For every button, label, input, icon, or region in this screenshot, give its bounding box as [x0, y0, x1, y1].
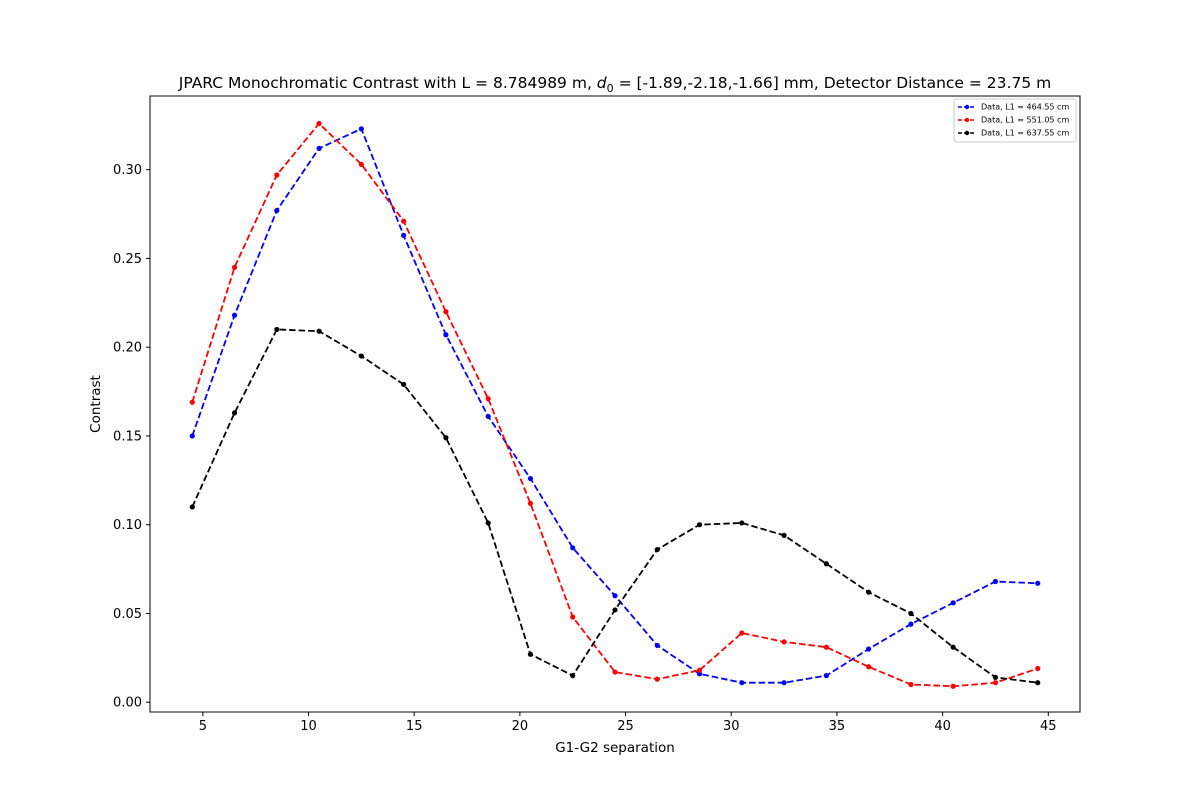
- legend: Data, L1 = 464.55 cm Data, L1 = 551.05 cm…: [953, 98, 1077, 143]
- x-tick-label: 5: [199, 719, 207, 734]
- series-3-point: [231, 410, 238, 416]
- series-1-point: [992, 578, 999, 585]
- y-axis-ticks: 0.00 0.05 0.10 0.15 0.20 0.25 0.30: [113, 163, 150, 711]
- x-tick-label: 45: [1040, 719, 1057, 734]
- legend-marker-2: [964, 117, 970, 123]
- series-3-point: [401, 381, 407, 388]
- series-2-point: [823, 644, 829, 650]
- series-3-point: [696, 522, 703, 528]
- series-3-point: [612, 607, 618, 613]
- series-2-point: [908, 681, 914, 688]
- series-1-point: [316, 145, 322, 151]
- series-2-point: [570, 614, 576, 620]
- series-1-point: [231, 312, 238, 318]
- series-2-point: [612, 669, 618, 675]
- series-2-point: [527, 500, 534, 507]
- series-3-point: [739, 520, 745, 526]
- chart-title-d-symbol: d: [597, 74, 607, 92]
- x-tick-label: 10: [300, 719, 317, 734]
- plot-area: [189, 120, 1041, 689]
- series-1-point: [866, 646, 872, 652]
- series-3-point: [1035, 680, 1041, 686]
- series-3-point: [908, 610, 914, 617]
- series-3-point: [781, 532, 787, 538]
- series-3-point: [950, 644, 956, 650]
- series-3-point: [654, 546, 660, 553]
- x-tick-label: 35: [829, 719, 846, 734]
- series-3-point: [274, 326, 280, 333]
- series-2-point: [401, 218, 407, 224]
- series-1-point: [358, 126, 364, 132]
- series-1-point: [612, 593, 618, 599]
- legend-label-2: Data, L1 = 551.05 cm: [981, 116, 1069, 125]
- series-1-point: [527, 475, 534, 482]
- series-3-point: [485, 520, 491, 526]
- series-2-point: [950, 683, 956, 689]
- legend-marker-3: [964, 130, 970, 136]
- series-2-point: [866, 664, 872, 670]
- series-2-point: [485, 396, 491, 402]
- x-tick-label: 20: [512, 719, 529, 734]
- x-tick-label: 30: [723, 719, 740, 734]
- series-1-point: [485, 413, 491, 420]
- series-3-point: [316, 328, 322, 334]
- series-2-point: [739, 630, 745, 636]
- y-axis-label: Contrast: [88, 375, 104, 433]
- x-axis-label: G1-G2 separation: [555, 740, 675, 756]
- chart-title-d-subscript: 0: [607, 82, 614, 95]
- series-2-point: [781, 639, 787, 645]
- series-2-point: [358, 161, 364, 167]
- series-3-point: [443, 435, 449, 441]
- legend-box: [953, 98, 1077, 143]
- series-3-point: [358, 353, 364, 359]
- y-tick-label: 0.00: [113, 696, 142, 711]
- chart-title: JPARC Monochromatic Contrast with L = 8.…: [178, 74, 1051, 95]
- chart-title-part-2: = [-1.89,-2.18,-1.66] mm, Detector Dista…: [614, 74, 1052, 92]
- series-2-point: [696, 667, 703, 673]
- series-1-point: [1035, 580, 1041, 586]
- series-3-point: [866, 589, 872, 595]
- x-tick-label: 15: [406, 719, 423, 734]
- series-3-point: [823, 561, 829, 567]
- series-2-point: [654, 676, 660, 682]
- x-tick-label: 25: [617, 719, 634, 734]
- series-1-point: [189, 433, 195, 439]
- series-3-point: [570, 673, 576, 679]
- x-axis-ticks: 5 10 15 20 25 30 35 40 45: [199, 712, 1057, 734]
- y-tick-label: 0.25: [113, 252, 142, 267]
- y-tick-label: 0.15: [113, 429, 142, 444]
- axes-frame: [149, 95, 1081, 713]
- series-2-point: [189, 399, 195, 405]
- series-2-point: [231, 264, 238, 270]
- series-1-point: [570, 545, 576, 551]
- series-2-point: [316, 120, 322, 127]
- y-tick-label: 0.30: [113, 163, 142, 178]
- series-1-point: [274, 207, 280, 214]
- series-1-point: [654, 642, 660, 649]
- series-1-point: [908, 621, 914, 627]
- series-1-point: [950, 600, 956, 606]
- series-1-point: [739, 680, 745, 686]
- y-tick-label: 0.20: [113, 341, 142, 356]
- y-tick-label: 0.10: [113, 518, 142, 533]
- series-2-point: [443, 309, 449, 315]
- series-1-point: [401, 232, 407, 238]
- y-tick-label: 0.05: [113, 607, 142, 622]
- x-tick-label: 40: [934, 719, 951, 734]
- series-3-point: [189, 504, 195, 510]
- series-2-point: [1035, 665, 1041, 672]
- series-1-point: [823, 673, 829, 679]
- series-1-point: [443, 332, 449, 338]
- series-1-point: [781, 680, 787, 686]
- series-3-point: [527, 651, 534, 657]
- legend-label-1: Data, L1 = 464.55 cm: [981, 103, 1069, 112]
- legend-label-3: Data, L1 = 637.55 cm: [981, 129, 1069, 138]
- series-2-point: [992, 680, 999, 686]
- series-2-point: [274, 172, 280, 178]
- legend-marker-1: [964, 104, 970, 110]
- series-2-line: [191, 122, 1039, 688]
- chart-title-part-1: JPARC Monochromatic Contrast with L = 8.…: [178, 74, 597, 92]
- series-3-point: [992, 674, 999, 680]
